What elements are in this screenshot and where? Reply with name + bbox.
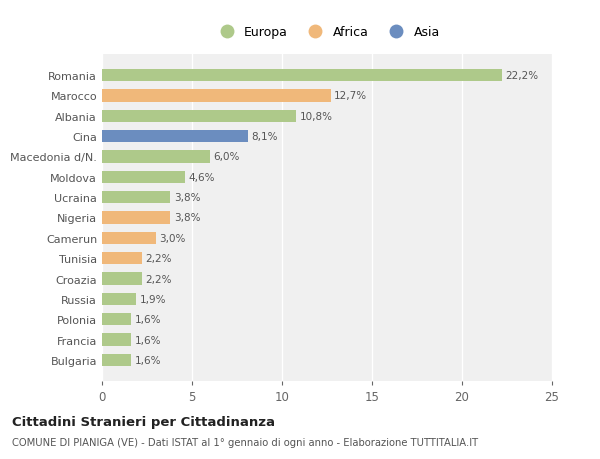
Bar <box>102 334 131 346</box>
Text: 1,6%: 1,6% <box>134 355 161 365</box>
Bar <box>102 90 331 102</box>
Text: 2,2%: 2,2% <box>145 274 172 284</box>
Text: 10,8%: 10,8% <box>300 112 333 122</box>
Bar <box>102 212 170 224</box>
Text: 2,2%: 2,2% <box>145 254 172 263</box>
Text: Cittadini Stranieri per Cittadinanza: Cittadini Stranieri per Cittadinanza <box>12 415 275 428</box>
Text: 12,7%: 12,7% <box>334 91 367 101</box>
Legend: Europa, Africa, Asia: Europa, Africa, Asia <box>210 22 444 43</box>
Bar <box>102 252 142 265</box>
Text: 1,9%: 1,9% <box>140 294 166 304</box>
Text: 1,6%: 1,6% <box>134 314 161 325</box>
Text: 4,6%: 4,6% <box>188 173 215 182</box>
Text: 3,0%: 3,0% <box>160 233 186 243</box>
Bar <box>102 111 296 123</box>
Bar <box>102 192 170 204</box>
Text: 3,8%: 3,8% <box>174 213 200 223</box>
Bar <box>102 131 248 143</box>
Bar <box>102 232 156 244</box>
Bar <box>102 171 185 184</box>
Text: 8,1%: 8,1% <box>251 132 278 142</box>
Bar <box>102 273 142 285</box>
Bar <box>102 151 210 163</box>
Bar <box>102 70 502 82</box>
Text: 1,6%: 1,6% <box>134 335 161 345</box>
Text: COMUNE DI PIANIGA (VE) - Dati ISTAT al 1° gennaio di ogni anno - Elaborazione TU: COMUNE DI PIANIGA (VE) - Dati ISTAT al 1… <box>12 437 478 447</box>
Bar <box>102 313 131 325</box>
Text: 22,2%: 22,2% <box>505 71 538 81</box>
Text: 6,0%: 6,0% <box>214 152 240 162</box>
Bar <box>102 293 136 305</box>
Text: 3,8%: 3,8% <box>174 193 200 203</box>
Bar <box>102 354 131 366</box>
